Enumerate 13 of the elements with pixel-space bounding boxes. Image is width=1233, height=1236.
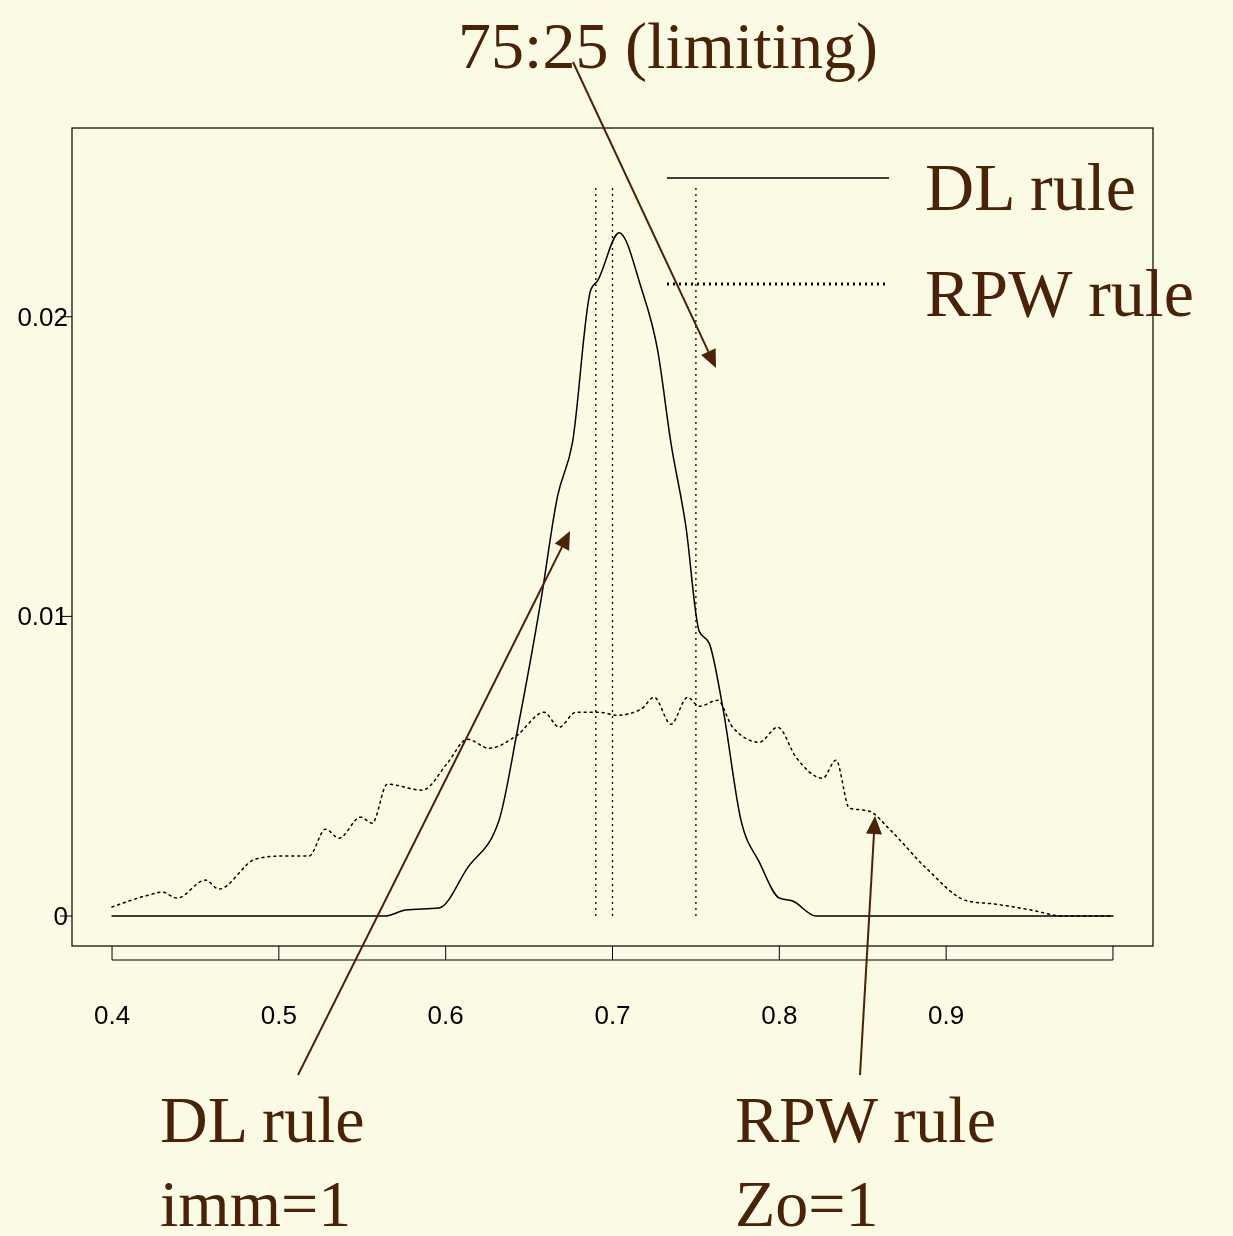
text: RPW rule Zo=1 bbox=[735, 1083, 996, 1236]
text: DL rule imm=1 bbox=[160, 1083, 365, 1236]
y-tick-label: 0.02 bbox=[17, 301, 68, 332]
x-tick-label: 0.6 bbox=[427, 1000, 464, 1030]
x-tick-label: 0.7 bbox=[594, 1000, 631, 1030]
y-tick-label: 0.01 bbox=[17, 601, 68, 632]
x-tick-label: 0.5 bbox=[260, 1000, 297, 1030]
legend-label: DL rule bbox=[925, 149, 1136, 225]
text: 75:25 (limiting) bbox=[458, 9, 878, 83]
x-tick-label: 0.8 bbox=[761, 1000, 798, 1030]
x-tick-label: 0.9 bbox=[928, 1000, 965, 1030]
x-tick-label: 0.4 bbox=[93, 1000, 131, 1030]
y-tick-label: 0 bbox=[53, 901, 68, 932]
